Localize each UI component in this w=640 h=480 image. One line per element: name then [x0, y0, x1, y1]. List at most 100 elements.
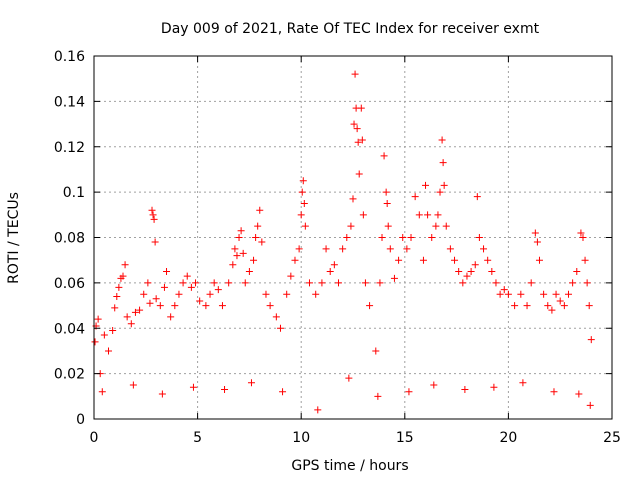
data-point: [386, 245, 394, 253]
data-point: [119, 272, 127, 280]
data-point: [250, 256, 258, 264]
y-tick-label: 0.06: [54, 276, 85, 292]
data-point: [504, 290, 512, 298]
data-point: [451, 256, 459, 264]
data-point: [564, 290, 572, 298]
data-point: [383, 199, 391, 207]
data-point: [196, 297, 204, 305]
y-axis-label: ROTI / TECUs: [6, 192, 22, 284]
data-point: [442, 222, 450, 230]
data-point: [434, 211, 442, 219]
data-point: [405, 388, 413, 396]
data-point: [115, 283, 123, 291]
data-point: [461, 386, 469, 394]
data-point: [131, 308, 139, 316]
data-point: [179, 279, 187, 287]
data-point: [214, 286, 222, 294]
data-point: [523, 302, 531, 310]
data-point: [496, 290, 504, 298]
data-point: [225, 279, 233, 287]
data-point: [291, 256, 299, 264]
data-point: [587, 336, 595, 344]
data-point: [358, 136, 366, 144]
data-point: [354, 138, 362, 146]
data-point: [463, 272, 471, 280]
data-point: [531, 229, 539, 237]
data-points: [91, 70, 595, 414]
data-point: [480, 245, 488, 253]
data-point: [583, 279, 591, 287]
data-point: [121, 261, 129, 269]
data-point: [299, 177, 307, 185]
data-point: [295, 245, 303, 253]
data-point: [171, 302, 179, 310]
data-point: [353, 125, 361, 133]
data-point: [500, 286, 508, 294]
x-axis-label: GPS time / hours: [291, 458, 408, 474]
data-point: [298, 188, 306, 196]
data-point: [439, 159, 447, 167]
data-point: [395, 256, 403, 264]
x-tick-label: 0: [90, 430, 99, 446]
data-point: [91, 338, 99, 346]
data-point: [357, 104, 365, 112]
data-point: [473, 193, 481, 201]
x-tick-label: 25: [603, 430, 621, 446]
y-tick-label: 0.08: [54, 231, 85, 247]
data-point: [210, 279, 218, 287]
data-point: [151, 238, 159, 246]
data-point: [424, 211, 432, 219]
data-point: [359, 211, 367, 219]
data-point: [533, 238, 541, 246]
data-point: [301, 222, 309, 230]
data-point: [283, 290, 291, 298]
data-point: [241, 279, 249, 287]
chart-title: Day 009 of 2021, Rate Of TEC Index for r…: [161, 21, 540, 37]
data-point: [511, 302, 519, 310]
data-point: [419, 256, 427, 264]
data-point: [380, 152, 388, 160]
data-point: [407, 234, 415, 241]
data-point: [540, 290, 548, 298]
data-point: [160, 283, 168, 291]
data-point: [279, 388, 287, 396]
data-point: [556, 297, 564, 305]
data-point: [287, 272, 295, 280]
data-point: [94, 315, 102, 323]
data-point: [237, 227, 245, 235]
data-point: [347, 222, 355, 230]
x-tick-label: 15: [396, 430, 414, 446]
data-point: [247, 379, 255, 387]
y-tick-label: 0.14: [54, 94, 85, 110]
data-point: [544, 302, 552, 310]
data-point: [569, 279, 577, 287]
data-point: [156, 302, 164, 310]
data-point: [136, 306, 144, 314]
y-tick-label: 0.02: [54, 367, 85, 383]
data-point: [113, 292, 121, 300]
data-point: [527, 279, 535, 287]
data-point: [438, 136, 446, 144]
data-point: [152, 295, 160, 303]
data-point: [183, 272, 191, 280]
data-point: [446, 245, 454, 253]
data-point: [330, 261, 338, 269]
data-point: [218, 302, 226, 310]
data-point: [585, 302, 593, 310]
data-point: [254, 222, 262, 230]
data-point: [548, 306, 556, 314]
data-point: [436, 188, 444, 196]
data-point: [349, 195, 357, 203]
data-point: [378, 234, 386, 241]
data-point: [361, 279, 369, 287]
data-point: [372, 347, 380, 355]
data-point: [350, 120, 358, 128]
data-point: [467, 268, 475, 276]
data-point: [305, 279, 313, 287]
data-point: [258, 238, 266, 246]
y-tick-label: 0.04: [54, 321, 85, 337]
data-point: [343, 234, 351, 241]
data-point: [560, 302, 568, 310]
